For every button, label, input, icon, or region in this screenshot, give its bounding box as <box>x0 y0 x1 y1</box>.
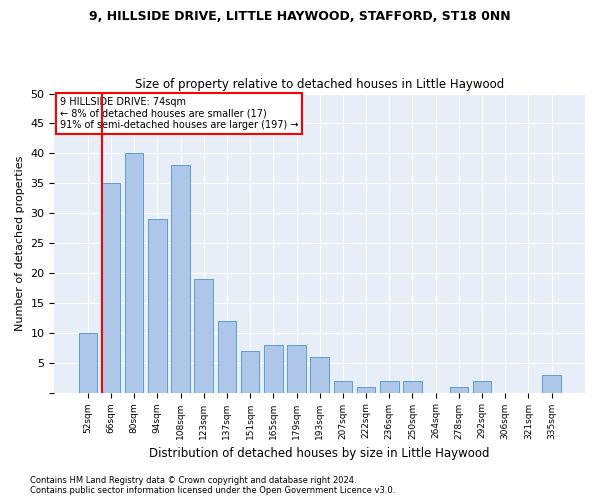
Bar <box>357 386 376 392</box>
Bar <box>473 380 491 392</box>
X-axis label: Distribution of detached houses by size in Little Haywood: Distribution of detached houses by size … <box>149 447 490 460</box>
Bar <box>542 374 561 392</box>
Bar <box>125 154 143 392</box>
Title: Size of property relative to detached houses in Little Haywood: Size of property relative to detached ho… <box>135 78 505 91</box>
Y-axis label: Number of detached properties: Number of detached properties <box>15 156 25 330</box>
Text: 9, HILLSIDE DRIVE, LITTLE HAYWOOD, STAFFORD, ST18 0NN: 9, HILLSIDE DRIVE, LITTLE HAYWOOD, STAFF… <box>89 10 511 23</box>
Text: 9 HILLSIDE DRIVE: 74sqm
← 8% of detached houses are smaller (17)
91% of semi-det: 9 HILLSIDE DRIVE: 74sqm ← 8% of detached… <box>60 96 298 130</box>
Bar <box>218 321 236 392</box>
Bar <box>194 279 213 392</box>
Bar <box>264 344 283 393</box>
Bar <box>310 356 329 392</box>
Bar <box>79 333 97 392</box>
Text: Contains HM Land Registry data © Crown copyright and database right 2024.
Contai: Contains HM Land Registry data © Crown c… <box>30 476 395 495</box>
Bar <box>380 380 398 392</box>
Bar <box>241 350 259 393</box>
Bar <box>334 380 352 392</box>
Bar <box>287 344 306 393</box>
Bar <box>148 219 167 392</box>
Bar <box>403 380 422 392</box>
Bar <box>171 166 190 392</box>
Bar <box>102 184 120 392</box>
Bar <box>449 386 468 392</box>
